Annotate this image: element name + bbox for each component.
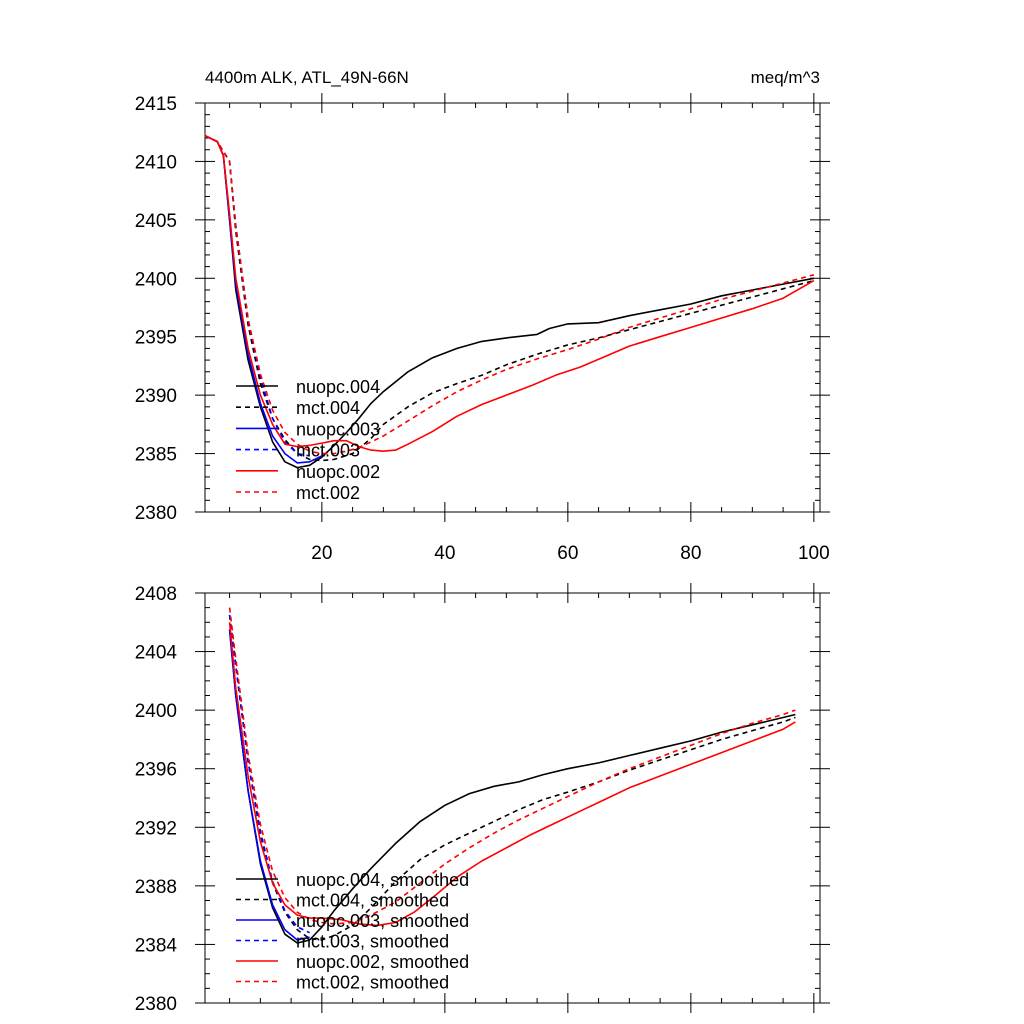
x-tick-label: 60 — [557, 543, 578, 564]
legend-label: nuopc.004 — [296, 377, 380, 397]
y-tick-label: 2380 — [135, 503, 177, 524]
legend-label: nuopc.002, smoothed — [296, 952, 469, 972]
legend-label: mct.004 — [296, 398, 360, 418]
series-line-4 — [204, 134, 815, 452]
y-tick-label: 2400 — [135, 701, 177, 722]
top-panel: 20 40 60 80 100 2380 2385 2390 2395 2400 2405 2410 2… — [135, 93, 830, 564]
legend-label: mct.003 — [296, 441, 360, 461]
bottom-panel: 2380 2384 2388 2392 2396 2400 2404 2408 nuopc.00… — [135, 583, 830, 1015]
chart-title: 4400m ALK, ATL_49N-66N — [205, 68, 409, 87]
y-tick-label: 2388 — [135, 877, 177, 898]
x-tick-label: 80 — [680, 543, 701, 564]
y-tick-label: 2392 — [135, 818, 177, 839]
legend-label: nuopc.002 — [296, 462, 380, 482]
legend-label: nuopc.003 — [296, 419, 380, 439]
series-line-1 — [228, 614, 796, 941]
y-tick-label: 2405 — [135, 211, 177, 232]
y-tick-label: 2396 — [135, 760, 177, 781]
series-line-0 — [204, 134, 815, 469]
legend-label: mct.003, smoothed — [296, 932, 449, 952]
legend-label: nuopc.004, smoothed — [296, 870, 469, 890]
y-tick-label: 2390 — [135, 386, 177, 407]
series-line-0 — [228, 629, 796, 944]
y-tick-label: 2408 — [135, 584, 177, 605]
y-tick-label: 2410 — [135, 152, 177, 173]
series-line-5 — [204, 134, 815, 455]
plot-frame — [204, 102, 821, 513]
series-line-5 — [228, 607, 796, 925]
legend-label: mct.002, smoothed — [296, 973, 449, 993]
y-tick-label: 2385 — [135, 445, 177, 466]
series-line-2 — [228, 629, 310, 941]
legend-label: mct.004, smoothed — [296, 891, 449, 911]
y-tick-label: 2404 — [135, 643, 178, 664]
x-tick-label: 100 — [798, 543, 830, 564]
y-tick-label: 2384 — [135, 935, 178, 956]
series-line-4 — [228, 622, 796, 927]
x-tick-label: 20 — [311, 543, 332, 564]
y-tick-label: 2415 — [135, 94, 177, 115]
legend-label: mct.002 — [296, 483, 360, 503]
x-tick-label: 40 — [434, 543, 455, 564]
y-tick-label: 2380 — [135, 994, 177, 1015]
y-tick-label: 2400 — [135, 269, 177, 290]
legend-label: nuopc.003, smoothed — [296, 911, 469, 931]
series-line-3 — [228, 614, 310, 934]
chart-units: meq/m^3 — [751, 68, 820, 87]
y-tick-label: 2395 — [135, 328, 177, 349]
